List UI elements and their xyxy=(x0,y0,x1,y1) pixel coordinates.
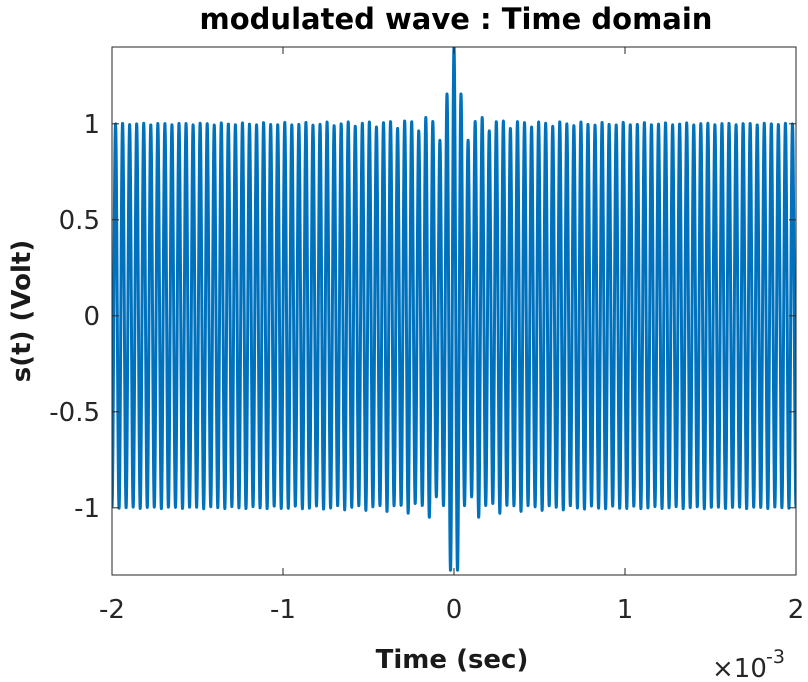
tick-marks xyxy=(111,47,797,575)
x-tick-label: 1 xyxy=(617,595,634,625)
y-tick-label: 1 xyxy=(83,110,100,140)
signal-layer xyxy=(112,47,796,572)
x-tick-label: 2 xyxy=(788,595,805,625)
x-tick-label: -2 xyxy=(99,595,125,625)
y-tick-label: -1 xyxy=(74,494,100,524)
y-tick-label: -0.5 xyxy=(49,398,100,428)
x-exponent-power: -3 xyxy=(766,646,785,668)
signal-line xyxy=(112,47,796,572)
x-tick-label: 0 xyxy=(446,595,463,625)
y-tick-label: 0 xyxy=(83,302,100,332)
x-axis-exponent: ×10 -3 xyxy=(712,646,785,682)
chart-title: modulated wave : Time domain xyxy=(200,2,713,36)
x-tick-label: -1 xyxy=(270,595,296,625)
tick-labels: -2 -1 0 1 2 -1 -0.5 0 0.5 1 xyxy=(49,110,804,625)
y-tick-label: 0.5 xyxy=(59,206,100,236)
y-axis-label: s(t) (Volt) xyxy=(7,240,37,382)
x-exponent-base: ×10 xyxy=(712,654,767,682)
x-axis-label: Time (sec) xyxy=(376,645,529,675)
